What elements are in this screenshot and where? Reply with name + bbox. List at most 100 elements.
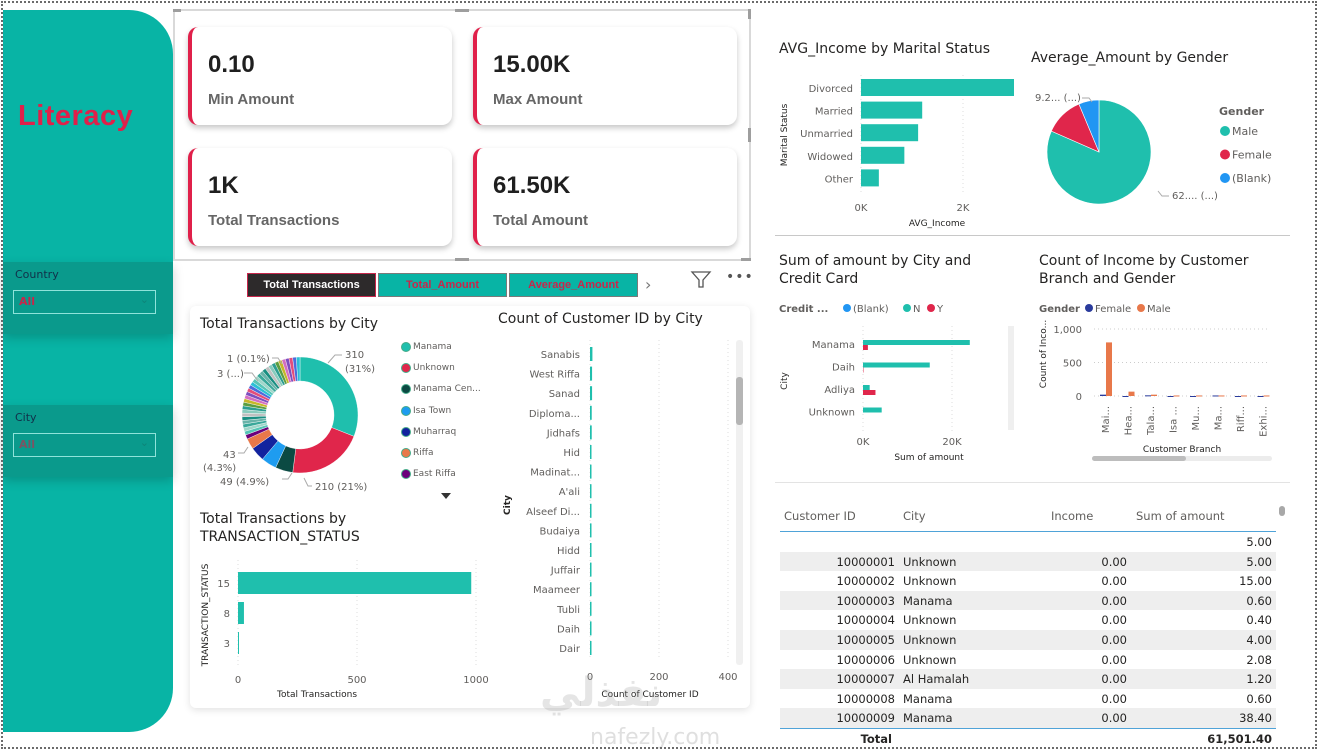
- column-header-income[interactable]: Income: [1051, 509, 1094, 523]
- legend-label: (Blank): [1232, 172, 1271, 185]
- kpi-value: 1K: [208, 172, 239, 199]
- h-scrollbar-thumb[interactable]: [1092, 456, 1186, 461]
- y-tick-label: Jidhafs: [546, 428, 580, 439]
- donut-chart[interactable]: 310 (31%) 210 (21%) 49 (4.9%) 43 (4.3%) 3 (...…: [200, 335, 400, 495]
- donut-slice-other[interactable]: [296, 356, 301, 382]
- legend-item[interactable]: Manama: [401, 342, 452, 352]
- tab-total-transactions[interactable]: Total Transactions: [247, 273, 376, 297]
- city-bar: [590, 621, 592, 636]
- cell-city: Unknown: [903, 632, 957, 647]
- card-n-bar: [863, 340, 970, 345]
- y-tick-label: Sanad: [549, 389, 580, 400]
- y-tick-label: Daih: [557, 624, 580, 635]
- cell-city: Unknown: [903, 574, 957, 589]
- table-row[interactable]: 10000005 Unknown 0.00 4.00: [780, 629, 1276, 650]
- legend-marker-icon: [1085, 304, 1093, 312]
- filter-icon[interactable]: [690, 270, 712, 294]
- marital-bar: [861, 124, 919, 142]
- city-slicer[interactable]: City All ⌄: [3, 405, 173, 477]
- resize-handle[interactable]: [741, 258, 751, 261]
- customer-table: Customer ID City Income Sum of amount 5.…: [780, 505, 1276, 750]
- y-tick-label: Sanabis: [541, 350, 580, 361]
- y-tick-label: Widowed: [807, 152, 853, 163]
- city-card-bar-chart[interactable]: Credit ... (Blank) N Y 0K 20K Manama Daih Adliya…: [775, 296, 1025, 466]
- legend-item[interactable]: Muharraq: [401, 426, 456, 437]
- tab-average-amount[interactable]: Average_Amount: [509, 273, 638, 297]
- table-row[interactable]: 10000003 Manama 0.00 0.60: [780, 590, 1276, 611]
- donut-data-label: 310: [345, 350, 364, 361]
- donut-slice-unknown[interactable]: [292, 427, 355, 474]
- marital-chart-title: AVG_Income by Marital Status: [779, 41, 991, 57]
- column-header-sum-amount[interactable]: Sum of amount: [1136, 509, 1225, 523]
- y-tick-label: Maameer: [533, 585, 581, 596]
- table-row[interactable]: 10000004 Unknown 0.00 0.40: [780, 610, 1276, 630]
- cell-city: Unknown: [903, 613, 957, 628]
- table-row[interactable]: 10000001 Unknown 0.00 5.00: [780, 551, 1276, 572]
- leader-line: [327, 354, 342, 364]
- table-scrollbar-thumb[interactable]: [1279, 506, 1285, 516]
- y-tick-label: Madinat...: [530, 468, 580, 479]
- x-tick-label: 0K: [857, 437, 870, 448]
- cell-customer-id: 10000003: [836, 593, 895, 608]
- next-tabs-chevron-icon[interactable]: ›: [645, 275, 652, 294]
- table-row[interactable]: 10000006 Unknown 0.00 2.08: [780, 650, 1276, 670]
- legend-title: Gender: [1039, 304, 1080, 315]
- table-row[interactable]: 10000007 Al Hamalah 0.00 1.20: [780, 669, 1276, 689]
- scrollbar-thumb[interactable]: [736, 377, 743, 425]
- pie-slice-blank[interactable]: [1078, 99, 1100, 153]
- table-row[interactable]: 10000002 Unknown 0.00 15.00: [780, 571, 1276, 591]
- resize-handle[interactable]: [748, 9, 751, 19]
- x-tick-label: Tala...: [1146, 406, 1157, 436]
- city-bar: [590, 484, 592, 499]
- cell-customer-id: 10000005: [836, 632, 895, 647]
- y-tick-label: Hidd: [557, 546, 580, 557]
- legend-marker-icon: [1137, 304, 1145, 312]
- legend-item[interactable]: Isa Town: [401, 405, 451, 416]
- customer-city-bar-chart[interactable]: 0 200 400 Sanabis West Riffa Sanad Diploma... J…: [495, 335, 750, 705]
- donut-chart-title: Total Transactions by City: [200, 316, 379, 332]
- cell-sum-amount: 4.00: [1246, 632, 1272, 647]
- more-options-icon[interactable]: •••: [726, 269, 754, 285]
- legend-scroll-down-icon[interactable]: [440, 492, 452, 500]
- resize-handle[interactable]: [748, 128, 751, 142]
- marital-bar-chart[interactable]: 0K 2K Divorced Married Unmarried Widowed Other…: [775, 70, 1025, 230]
- branch-gender-column-chart[interactable]: Gender Female Male 0 500 1,000 Mai... Hea... Tal…: [1030, 296, 1305, 466]
- x-axis-title: Sum of amount: [894, 453, 964, 463]
- resize-handle[interactable]: [455, 258, 469, 261]
- y-axis-title: Count of Inco...: [1039, 320, 1049, 388]
- legend-item[interactable]: Unknown: [401, 363, 455, 374]
- table-row[interactable]: 10000008 Manama 0.00 0.60: [780, 689, 1276, 709]
- country-dropdown[interactable]: All ⌄: [13, 290, 156, 314]
- legend-item[interactable]: East Riffa: [401, 469, 456, 480]
- legend-item[interactable]: Riffa: [401, 448, 433, 458]
- city-bar: [590, 503, 592, 518]
- gender-pie-chart[interactable]: 9.2... (...) 62.... (...) Gender Male Female…: [1030, 80, 1300, 210]
- cell-customer-id: 10000004: [836, 613, 895, 628]
- y-tick-label: Manama: [812, 340, 855, 351]
- table-row[interactable]: 5.00: [780, 532, 1276, 552]
- resize-handle[interactable]: [173, 9, 181, 12]
- scrollbar-track[interactable]: [1008, 326, 1014, 430]
- legend-item[interactable]: Manama Cen...: [401, 384, 481, 395]
- table-row[interactable]: 10000009 Manama 0.00 38.40: [780, 708, 1276, 728]
- y-tick-label: 1,000: [1053, 325, 1082, 336]
- country-slicer[interactable]: Country All ⌄: [3, 262, 173, 334]
- male-column: [1106, 342, 1112, 396]
- card-y-bar: [863, 390, 876, 395]
- x-tick-label: 20K: [942, 437, 962, 448]
- legend-label: Female: [1232, 149, 1272, 162]
- leader-line: [272, 357, 283, 365]
- donut-data-label: 3 (...): [217, 369, 244, 380]
- status-bar-chart[interactable]: 0 500 1000 15 8 3 Total Transactions TRANSACTIO…: [195, 555, 495, 705]
- status-bar: [238, 632, 239, 654]
- city-bar: [590, 601, 592, 616]
- kpi-card-min-amount: 0.10 Min Amount: [188, 27, 452, 125]
- city-dropdown[interactable]: All ⌄: [13, 433, 156, 457]
- column-header-customer-id[interactable]: Customer ID: [784, 509, 856, 523]
- tab-total-amount[interactable]: Total_Amount: [378, 273, 507, 297]
- kpi-value: 0.10: [208, 51, 255, 78]
- male-column: [1128, 391, 1135, 396]
- resize-handle[interactable]: [455, 9, 469, 12]
- column-header-city[interactable]: City: [903, 509, 926, 523]
